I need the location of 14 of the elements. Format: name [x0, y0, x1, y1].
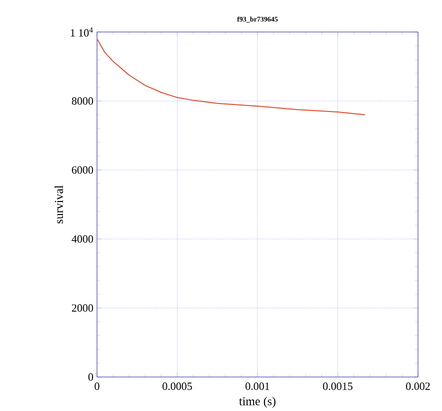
x-tick-label: 0.001: [246, 382, 270, 390]
x-tick-label: 0.0015: [323, 382, 352, 390]
y-tick-label: 4000: [72, 235, 94, 243]
y-tick-label: 1 10$^{4}$: [70, 27, 93, 37]
y-tick-label: 8000: [72, 97, 94, 105]
x-tick-label: 0: [94, 382, 100, 390]
y-axis-title: survival: [54, 185, 63, 224]
y-tick-label: 0: [88, 373, 94, 381]
x-axis-title: time (s): [239, 396, 276, 408]
y-tick-label: 2000: [72, 304, 94, 312]
x-tick-label: 0.0005: [162, 382, 192, 390]
line-series: [97, 38, 366, 116]
x-tick-label: 0.002: [406, 382, 430, 390]
y-tick-label: 6000: [72, 166, 94, 174]
